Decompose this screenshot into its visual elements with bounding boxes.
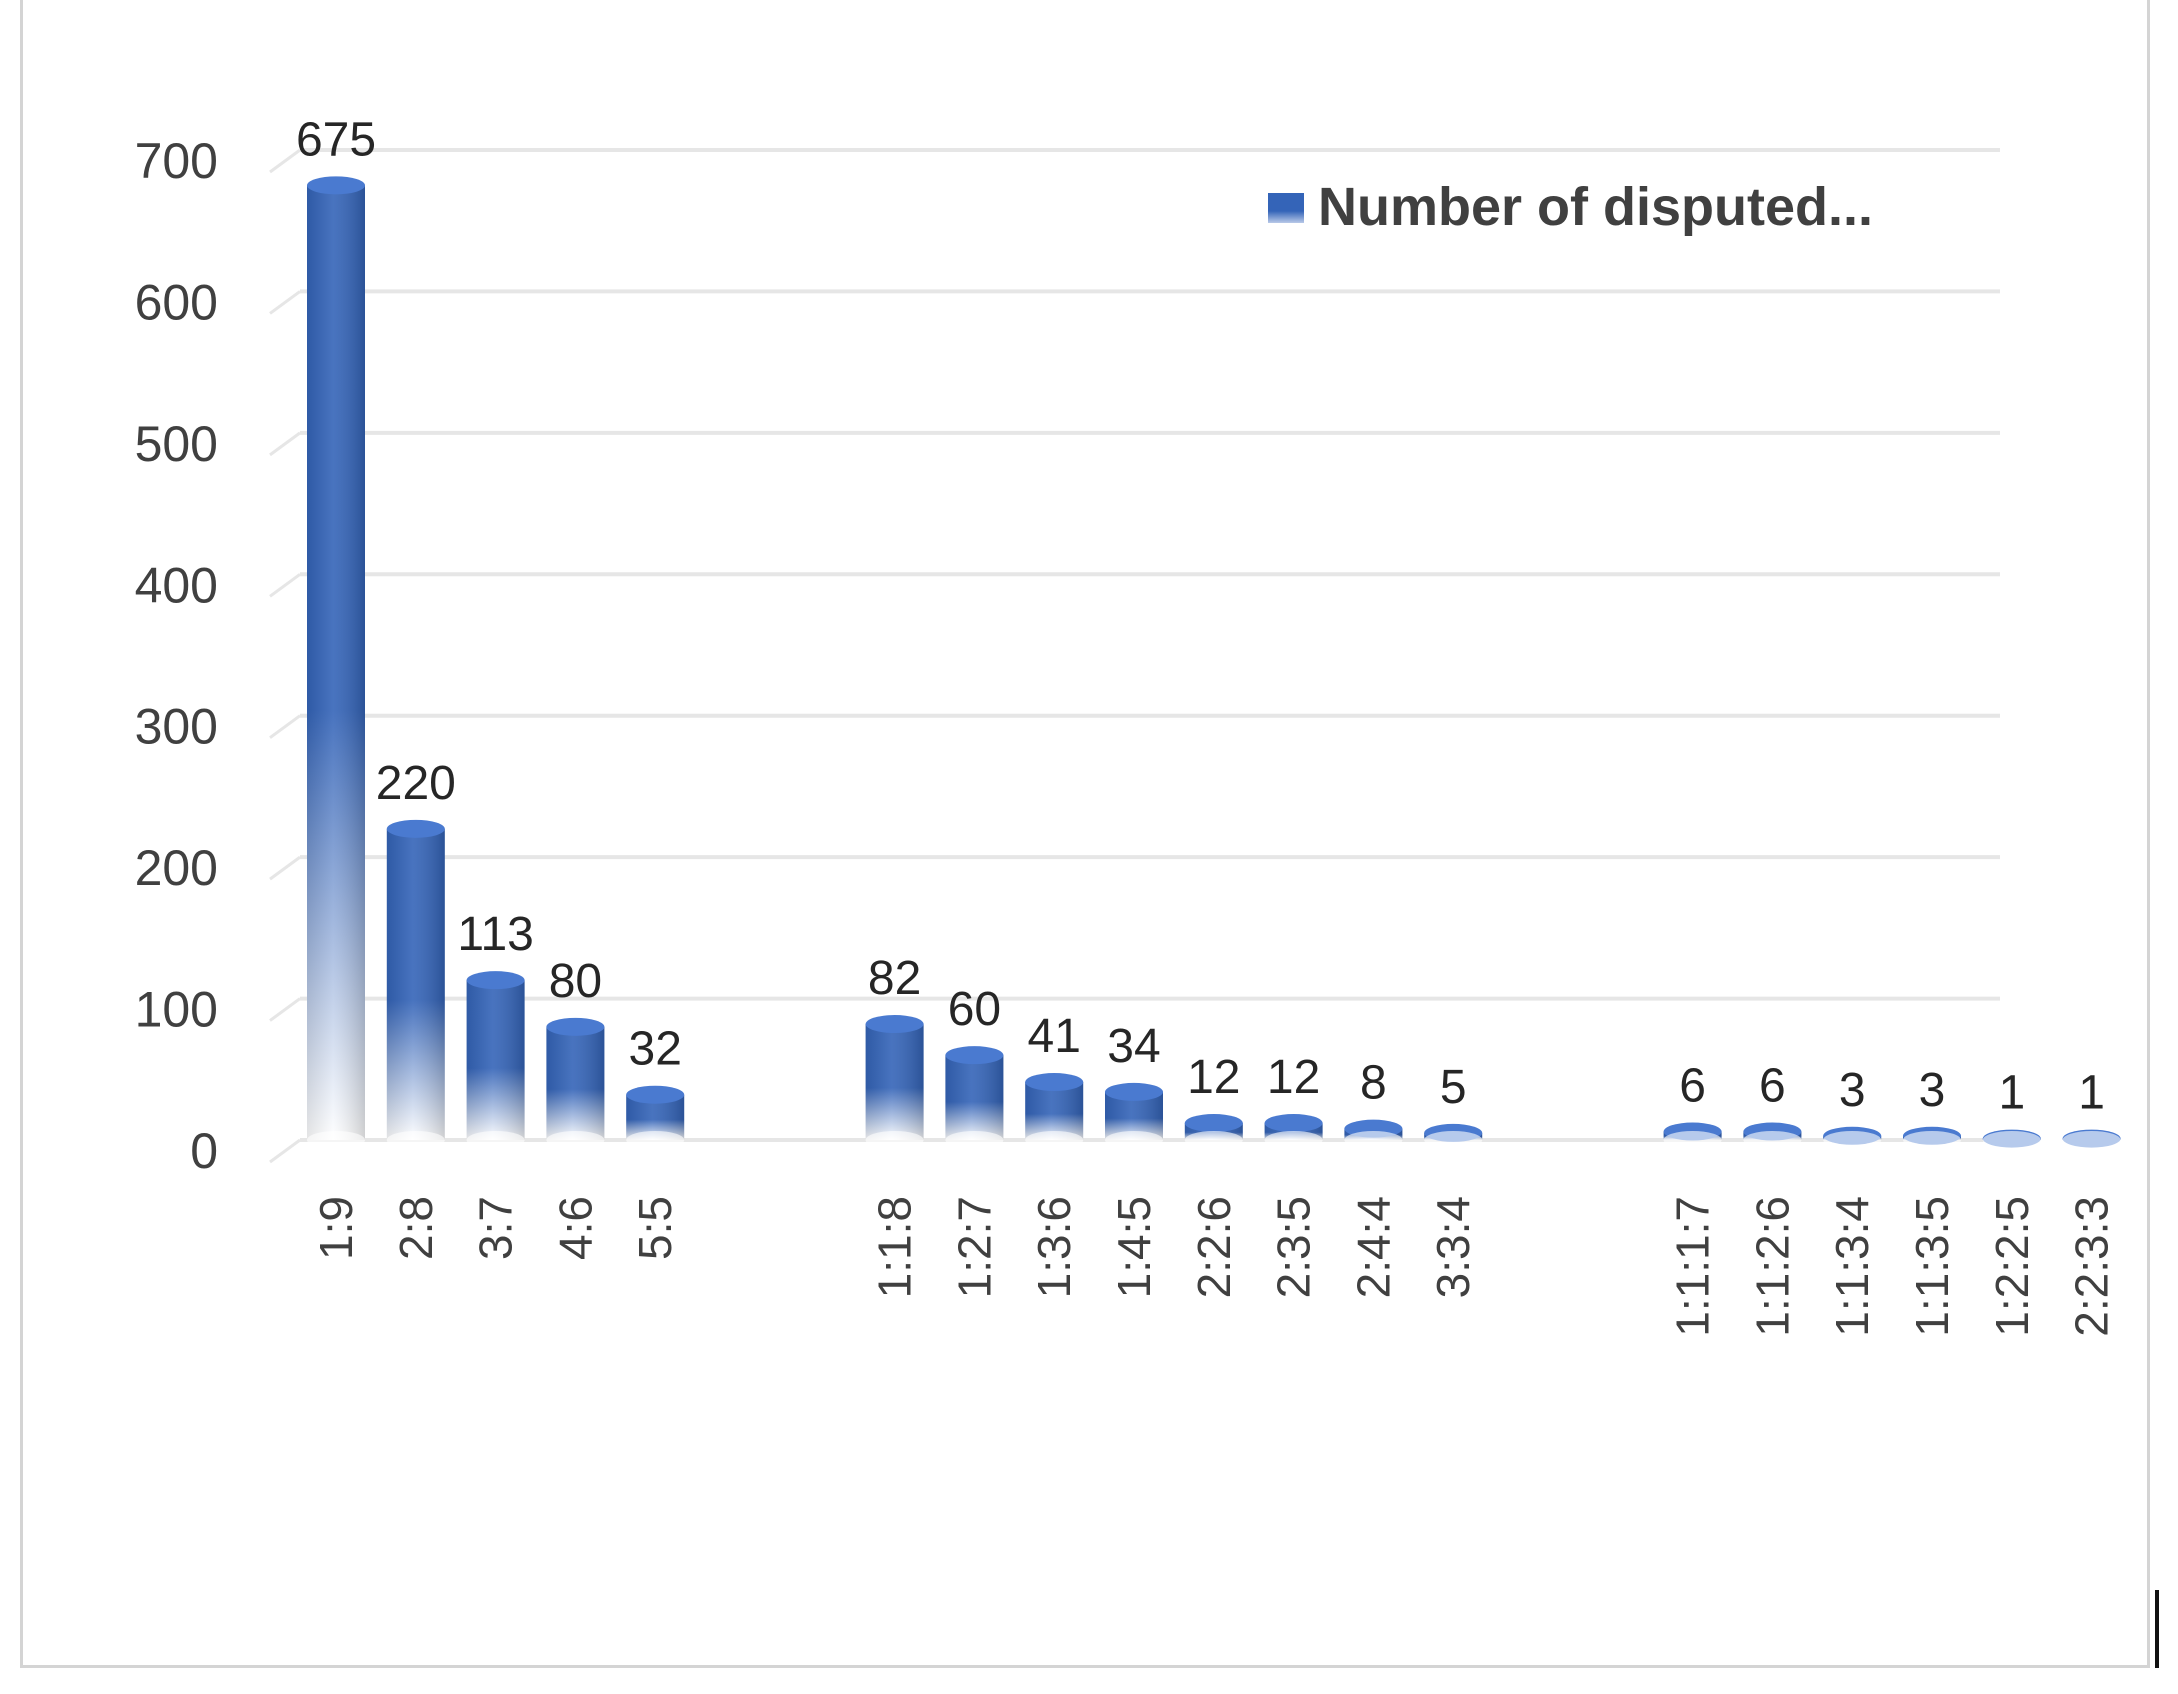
bar (1903, 1126, 1961, 1149)
bar (1823, 1126, 1882, 1149)
x-tick-label: 1:2:2:5 (1986, 1196, 2038, 1337)
data-label: 1 (2078, 1067, 2105, 1120)
bar (307, 176, 365, 1149)
x-tick-label: 2:2:6 (1188, 1196, 1240, 1298)
gridline-depth (269, 290, 301, 315)
x-tick-label: 4:6 (549, 1196, 601, 1260)
data-label: 12 (1267, 1051, 1320, 1104)
data-label: 32 (629, 1023, 682, 1076)
data-label: 82 (868, 952, 921, 1005)
bar (626, 1085, 685, 1149)
bar (1424, 1123, 1483, 1149)
data-label: 8 (1360, 1057, 1387, 1110)
data-label: 113 (457, 908, 534, 961)
data-label: 5 (1440, 1061, 1467, 1114)
x-tick-label: 1:1:2:6 (1746, 1196, 1798, 1337)
data-label: 6 (1759, 1060, 1786, 1113)
y-tick-label: 300 (135, 699, 218, 755)
bar (1264, 1114, 1323, 1149)
y-tick-label: 700 (135, 133, 218, 189)
x-tick-label: 1:1:3:4 (1826, 1196, 1878, 1337)
x-tick-label: 5:5 (629, 1196, 681, 1260)
x-tick-label: 3:7 (470, 1196, 522, 1260)
bar (1663, 1122, 1722, 1149)
bar (1025, 1073, 1084, 1149)
gridline-depth (269, 1138, 301, 1164)
data-label: 60 (948, 983, 1001, 1036)
data-label: 3 (1839, 1064, 1866, 1117)
x-tick-label: 2:4:4 (1347, 1196, 1399, 1298)
data-label: 1 (1998, 1067, 2025, 1120)
legend-swatch (1268, 193, 1304, 223)
bar (546, 1017, 605, 1149)
gridline-depth (269, 855, 301, 881)
text-cursor (2155, 1590, 2159, 1668)
gridline-depth (269, 714, 301, 739)
y-tick-label: 200 (135, 840, 218, 896)
y-tick-label: 100 (135, 982, 218, 1038)
bars (307, 176, 2121, 1149)
y-tick-label: 400 (135, 557, 218, 613)
x-tick-label: 1:1:1:7 (1667, 1196, 1719, 1337)
gridlines (269, 148, 2000, 1164)
bar (1184, 1114, 1243, 1149)
y-tick-label: 500 (135, 416, 218, 472)
data-label: 34 (1107, 1020, 1160, 1073)
bar (466, 971, 525, 1149)
gridline-depth (269, 431, 301, 457)
y-tick-label: 600 (135, 274, 218, 330)
bar (1743, 1122, 1802, 1149)
data-label: 6 (1679, 1060, 1706, 1113)
x-tick-label: 1:2:7 (948, 1196, 1000, 1298)
y-tick-label: 0 (190, 1123, 218, 1179)
bar (1982, 1129, 2041, 1149)
x-tick-label: 2:3:5 (1268, 1196, 1320, 1298)
data-label: 675 (296, 113, 376, 166)
x-tick-label: 1:3:6 (1028, 1196, 1080, 1298)
x-tick-label: 2:2:3:3 (2066, 1196, 2118, 1337)
x-tick-label: 1:1:3:5 (1906, 1196, 1958, 1337)
x-tick-label: 3:3:4 (1427, 1196, 1479, 1298)
gridline-depth (269, 148, 301, 174)
bar (386, 819, 445, 1149)
chart-frame (20, 0, 2150, 1668)
gridline-depth (269, 997, 301, 1022)
data-label: 3 (1919, 1064, 1946, 1117)
legend: Number of disputed... (1268, 177, 1873, 237)
x-tick-label: 1:9 (310, 1196, 362, 1260)
bar (1344, 1119, 1403, 1149)
data-label: 12 (1187, 1051, 1240, 1104)
bar (865, 1015, 924, 1149)
gridline-depth (269, 573, 301, 598)
legend-label: Number of disputed... (1318, 177, 1873, 237)
x-axis-tick-labels: 1:9 2:8 3:7 4:6 5:5 1:1:8 1:2:7 1:3:6 1:4:5 2:2:6… (310, 1196, 2118, 1337)
bar (2062, 1129, 2121, 1149)
y-axis-tick-labels: 0 100 200 300 400 500 600 700 (135, 133, 218, 1179)
x-tick-label: 1:1:8 (869, 1196, 921, 1298)
data-label: 220 (376, 757, 456, 810)
data-label: 41 (1028, 1010, 1081, 1063)
bar (945, 1046, 1004, 1149)
x-tick-label: 2:8 (390, 1196, 442, 1260)
bar (1105, 1082, 1163, 1149)
x-tick-label: 1:4:5 (1108, 1196, 1160, 1298)
data-label: 80 (549, 955, 602, 1008)
